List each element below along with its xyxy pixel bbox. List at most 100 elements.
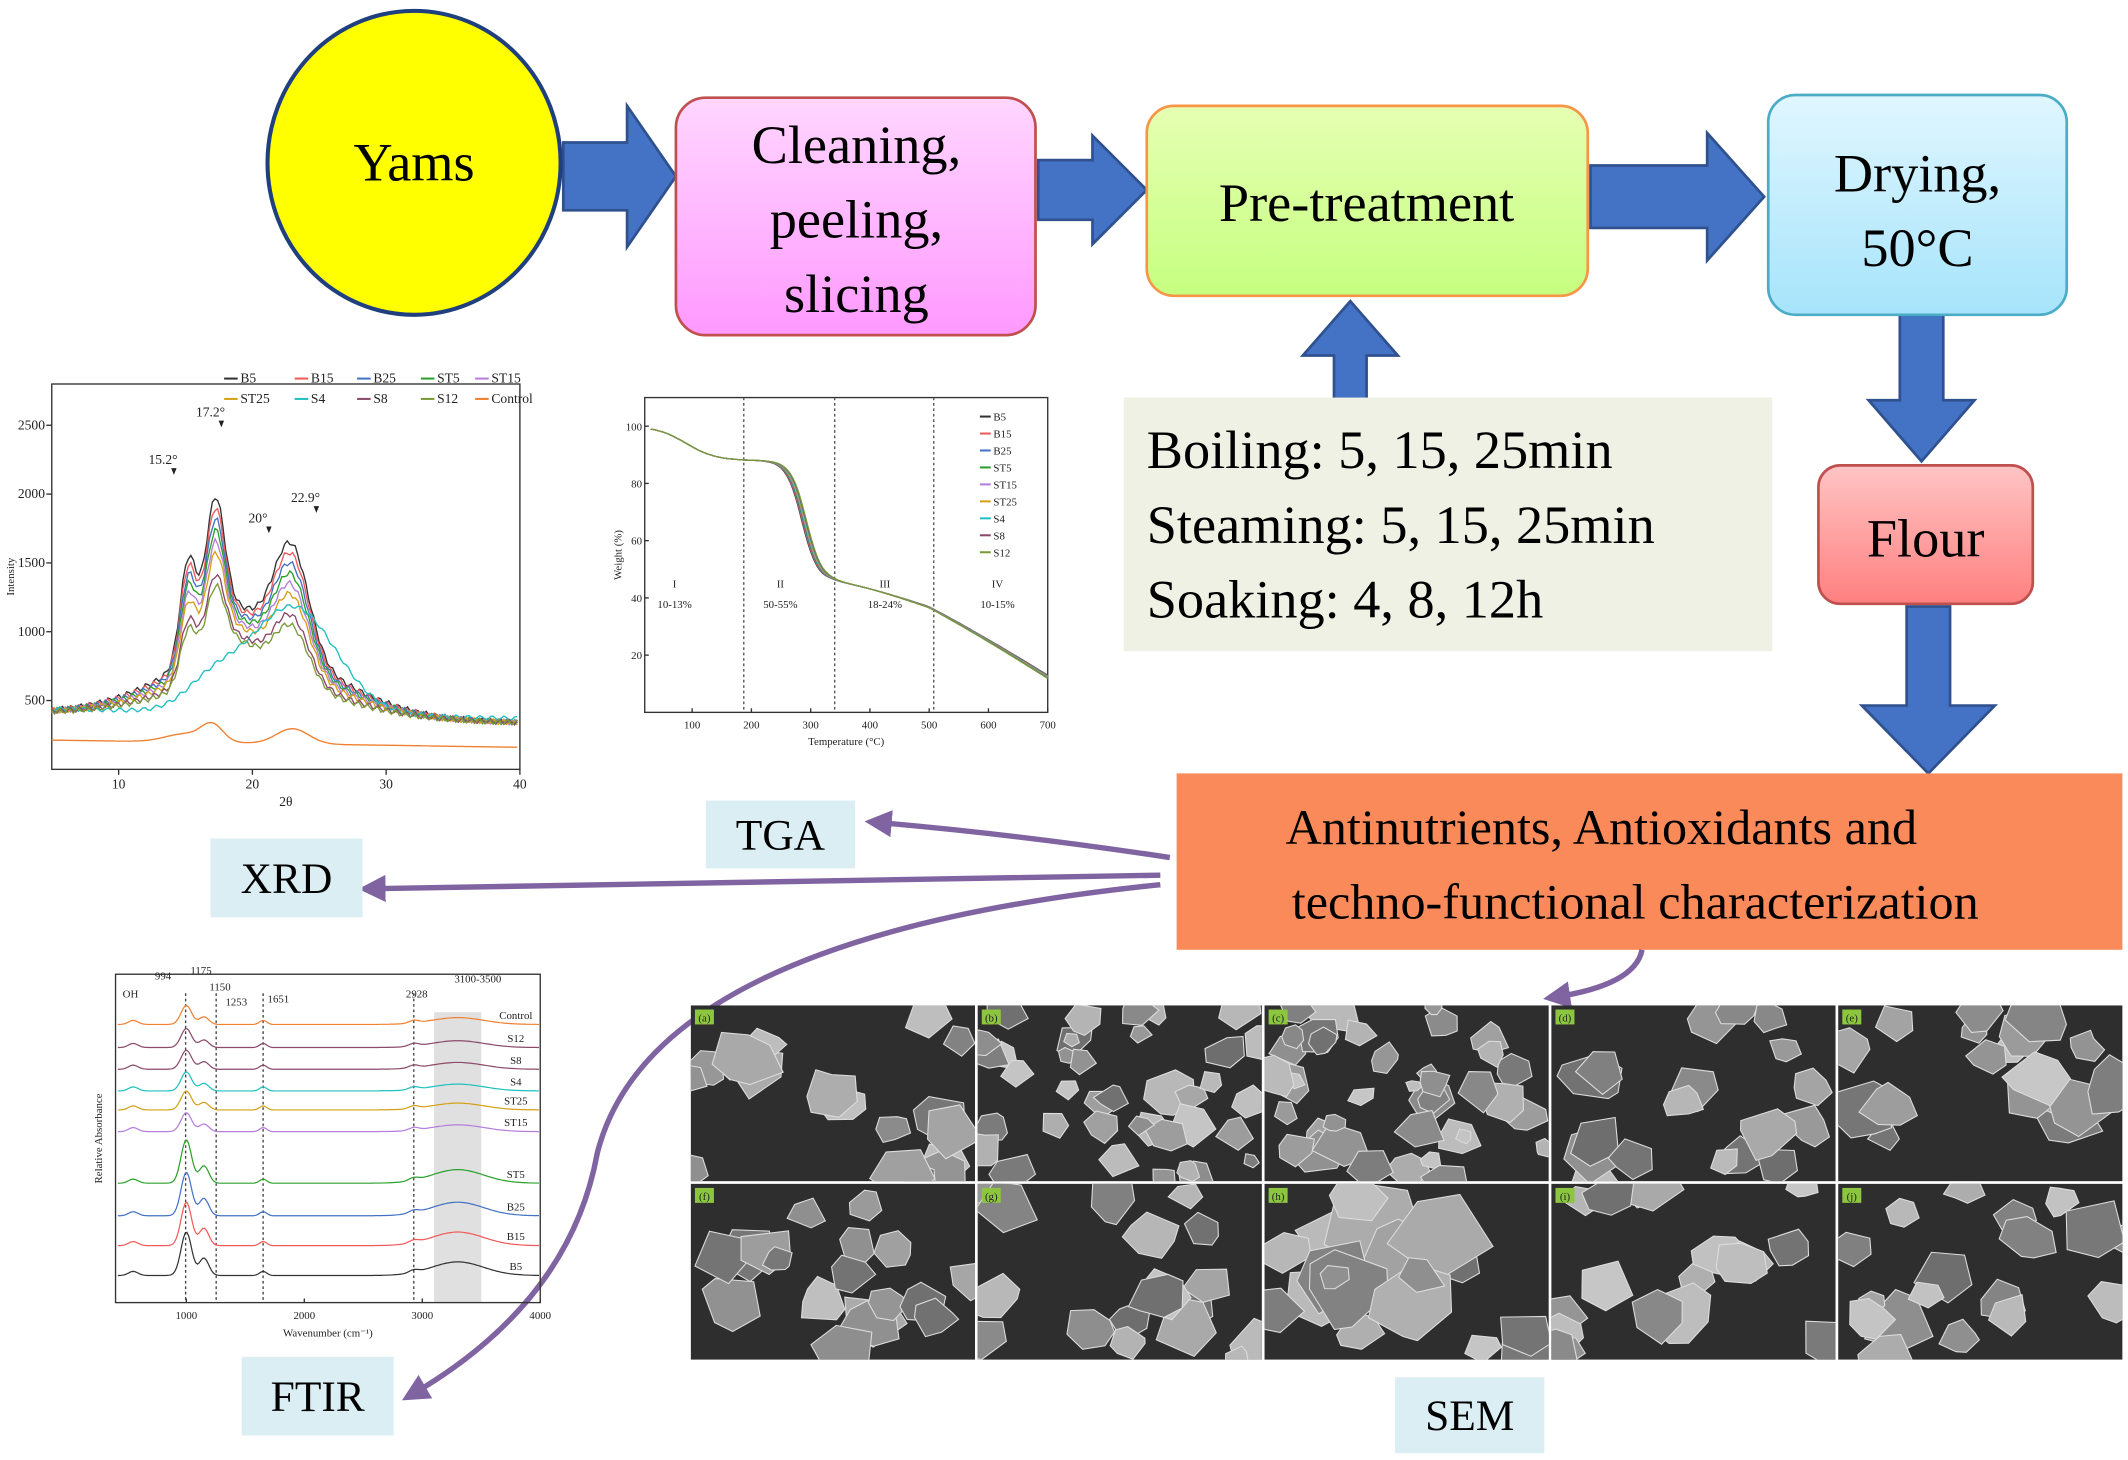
particle: [977, 1133, 999, 1167]
particle: [2004, 1005, 2068, 1043]
tick-label: 1500: [18, 555, 45, 570]
particle: [1574, 1051, 1623, 1096]
axis-label: Intensity: [5, 557, 17, 596]
tick-label: 40: [513, 776, 527, 791]
particle: [949, 1263, 975, 1302]
particle: [1347, 1087, 1375, 1107]
xrd-curve: [51, 573, 518, 726]
particle: [711, 1031, 784, 1086]
ftir-curve: [117, 1090, 540, 1111]
peak-label: 3100-3500: [454, 973, 502, 985]
legend-label: B5: [240, 371, 256, 386]
particle: [1090, 1183, 1136, 1226]
treatment: Boiling: 5, 15, 25min: [1147, 420, 1613, 480]
tick-label: 2000: [18, 486, 45, 501]
arrow: [1299, 299, 1401, 409]
particle: [988, 1153, 1037, 1182]
particle: [1793, 1067, 1833, 1107]
particle: [1264, 1287, 1306, 1334]
particles: [1838, 1183, 2123, 1360]
peak-label: 17.2°: [196, 405, 225, 420]
tick-label: 20: [246, 776, 260, 791]
tick-label: 4000: [529, 1310, 551, 1322]
particle: [1938, 1318, 1981, 1353]
particle: [867, 1287, 911, 1322]
peak-label: OH: [123, 988, 139, 1000]
band: [434, 1012, 482, 1303]
legend-label: Control: [491, 391, 533, 406]
stage-label: I: [673, 579, 677, 591]
particle: [1176, 1160, 1201, 1182]
node-label: Pre-treatment: [1219, 173, 1514, 233]
panel-tag: [981, 1187, 1001, 1203]
xrd-curve: [51, 721, 518, 748]
particle: [1857, 1333, 1913, 1360]
node-label: 50°C: [1861, 218, 1973, 278]
particle: [875, 1116, 912, 1143]
legend-label: ST5: [437, 371, 460, 386]
particle: [810, 1324, 873, 1360]
particle: [1083, 1110, 1119, 1145]
sem-image: (h): [1264, 1183, 1549, 1360]
sem-image: (c): [1264, 1005, 1549, 1182]
particle: [873, 1230, 912, 1268]
particles: [977, 1183, 1262, 1360]
method-box: [1395, 1377, 1545, 1454]
axis-label: Relative Absorbance: [93, 1093, 105, 1183]
particle: [1885, 1197, 1920, 1228]
particles: [1556, 1005, 1833, 1182]
tick-label: 500: [921, 720, 938, 732]
stage-loss: 18-24%: [868, 599, 902, 611]
arrow: [358, 872, 1161, 903]
particle: [868, 1149, 936, 1182]
particle: [1419, 1070, 1451, 1098]
tick-label: 500: [25, 693, 46, 708]
particle: [1714, 1005, 1759, 1025]
panel-label: (e): [1846, 1013, 1858, 1025]
cleaning-node: [674, 96, 1037, 337]
yams-node: [265, 8, 563, 317]
series-label: Control: [499, 1010, 532, 1022]
ftir-curve: [117, 1028, 540, 1049]
panel-tag: [1555, 1187, 1575, 1203]
stage-loss: 10-13%: [657, 599, 691, 611]
particle: [1998, 1216, 2057, 1259]
particle: [761, 1246, 793, 1271]
tick-label: 2000: [293, 1310, 315, 1322]
xrd-curve: [51, 537, 518, 726]
panel-label: (a): [698, 1013, 710, 1025]
axis-label: Wavenumber (cm⁻¹): [283, 1328, 373, 1340]
node-label: Antinutrients, Antioxidants and: [1286, 799, 1918, 855]
treatment: Soaking: 4, 8, 12h: [1147, 569, 1543, 629]
node-label: slicing: [784, 264, 929, 324]
particle: [1631, 1288, 1683, 1345]
legend-label: ST15: [491, 371, 521, 386]
xrd-curve: [51, 507, 518, 726]
method-label: TGA: [736, 811, 826, 859]
particle: [690, 1154, 709, 1182]
series-label: ST25: [504, 1095, 528, 1107]
stage-label: IV: [992, 579, 1004, 591]
tick-label: 700: [1040, 720, 1057, 732]
tick-label: 600: [980, 720, 997, 732]
series-label: B15: [507, 1231, 525, 1243]
particle: [1122, 1005, 1160, 1026]
particles: [1264, 1183, 1549, 1360]
particle: [1393, 1109, 1445, 1148]
particle: [848, 1189, 883, 1222]
particle: [1457, 1070, 1499, 1114]
legend-label: B15: [311, 371, 334, 386]
ftir-curve: [117, 1071, 540, 1092]
particle: [1805, 1320, 1836, 1360]
particle: [1278, 1133, 1315, 1168]
particle: [1496, 1052, 1533, 1086]
particle: [1581, 1260, 1634, 1312]
ftir-curve: [117, 1201, 540, 1247]
particle: [1167, 1183, 1204, 1210]
particles: [1264, 1005, 1549, 1182]
particle: [2001, 1051, 2072, 1107]
legend-label: S8: [993, 530, 1005, 542]
peak-label: 15.2°: [148, 452, 177, 467]
xrd-curve: [51, 604, 518, 721]
tick-label: 20: [631, 650, 642, 662]
